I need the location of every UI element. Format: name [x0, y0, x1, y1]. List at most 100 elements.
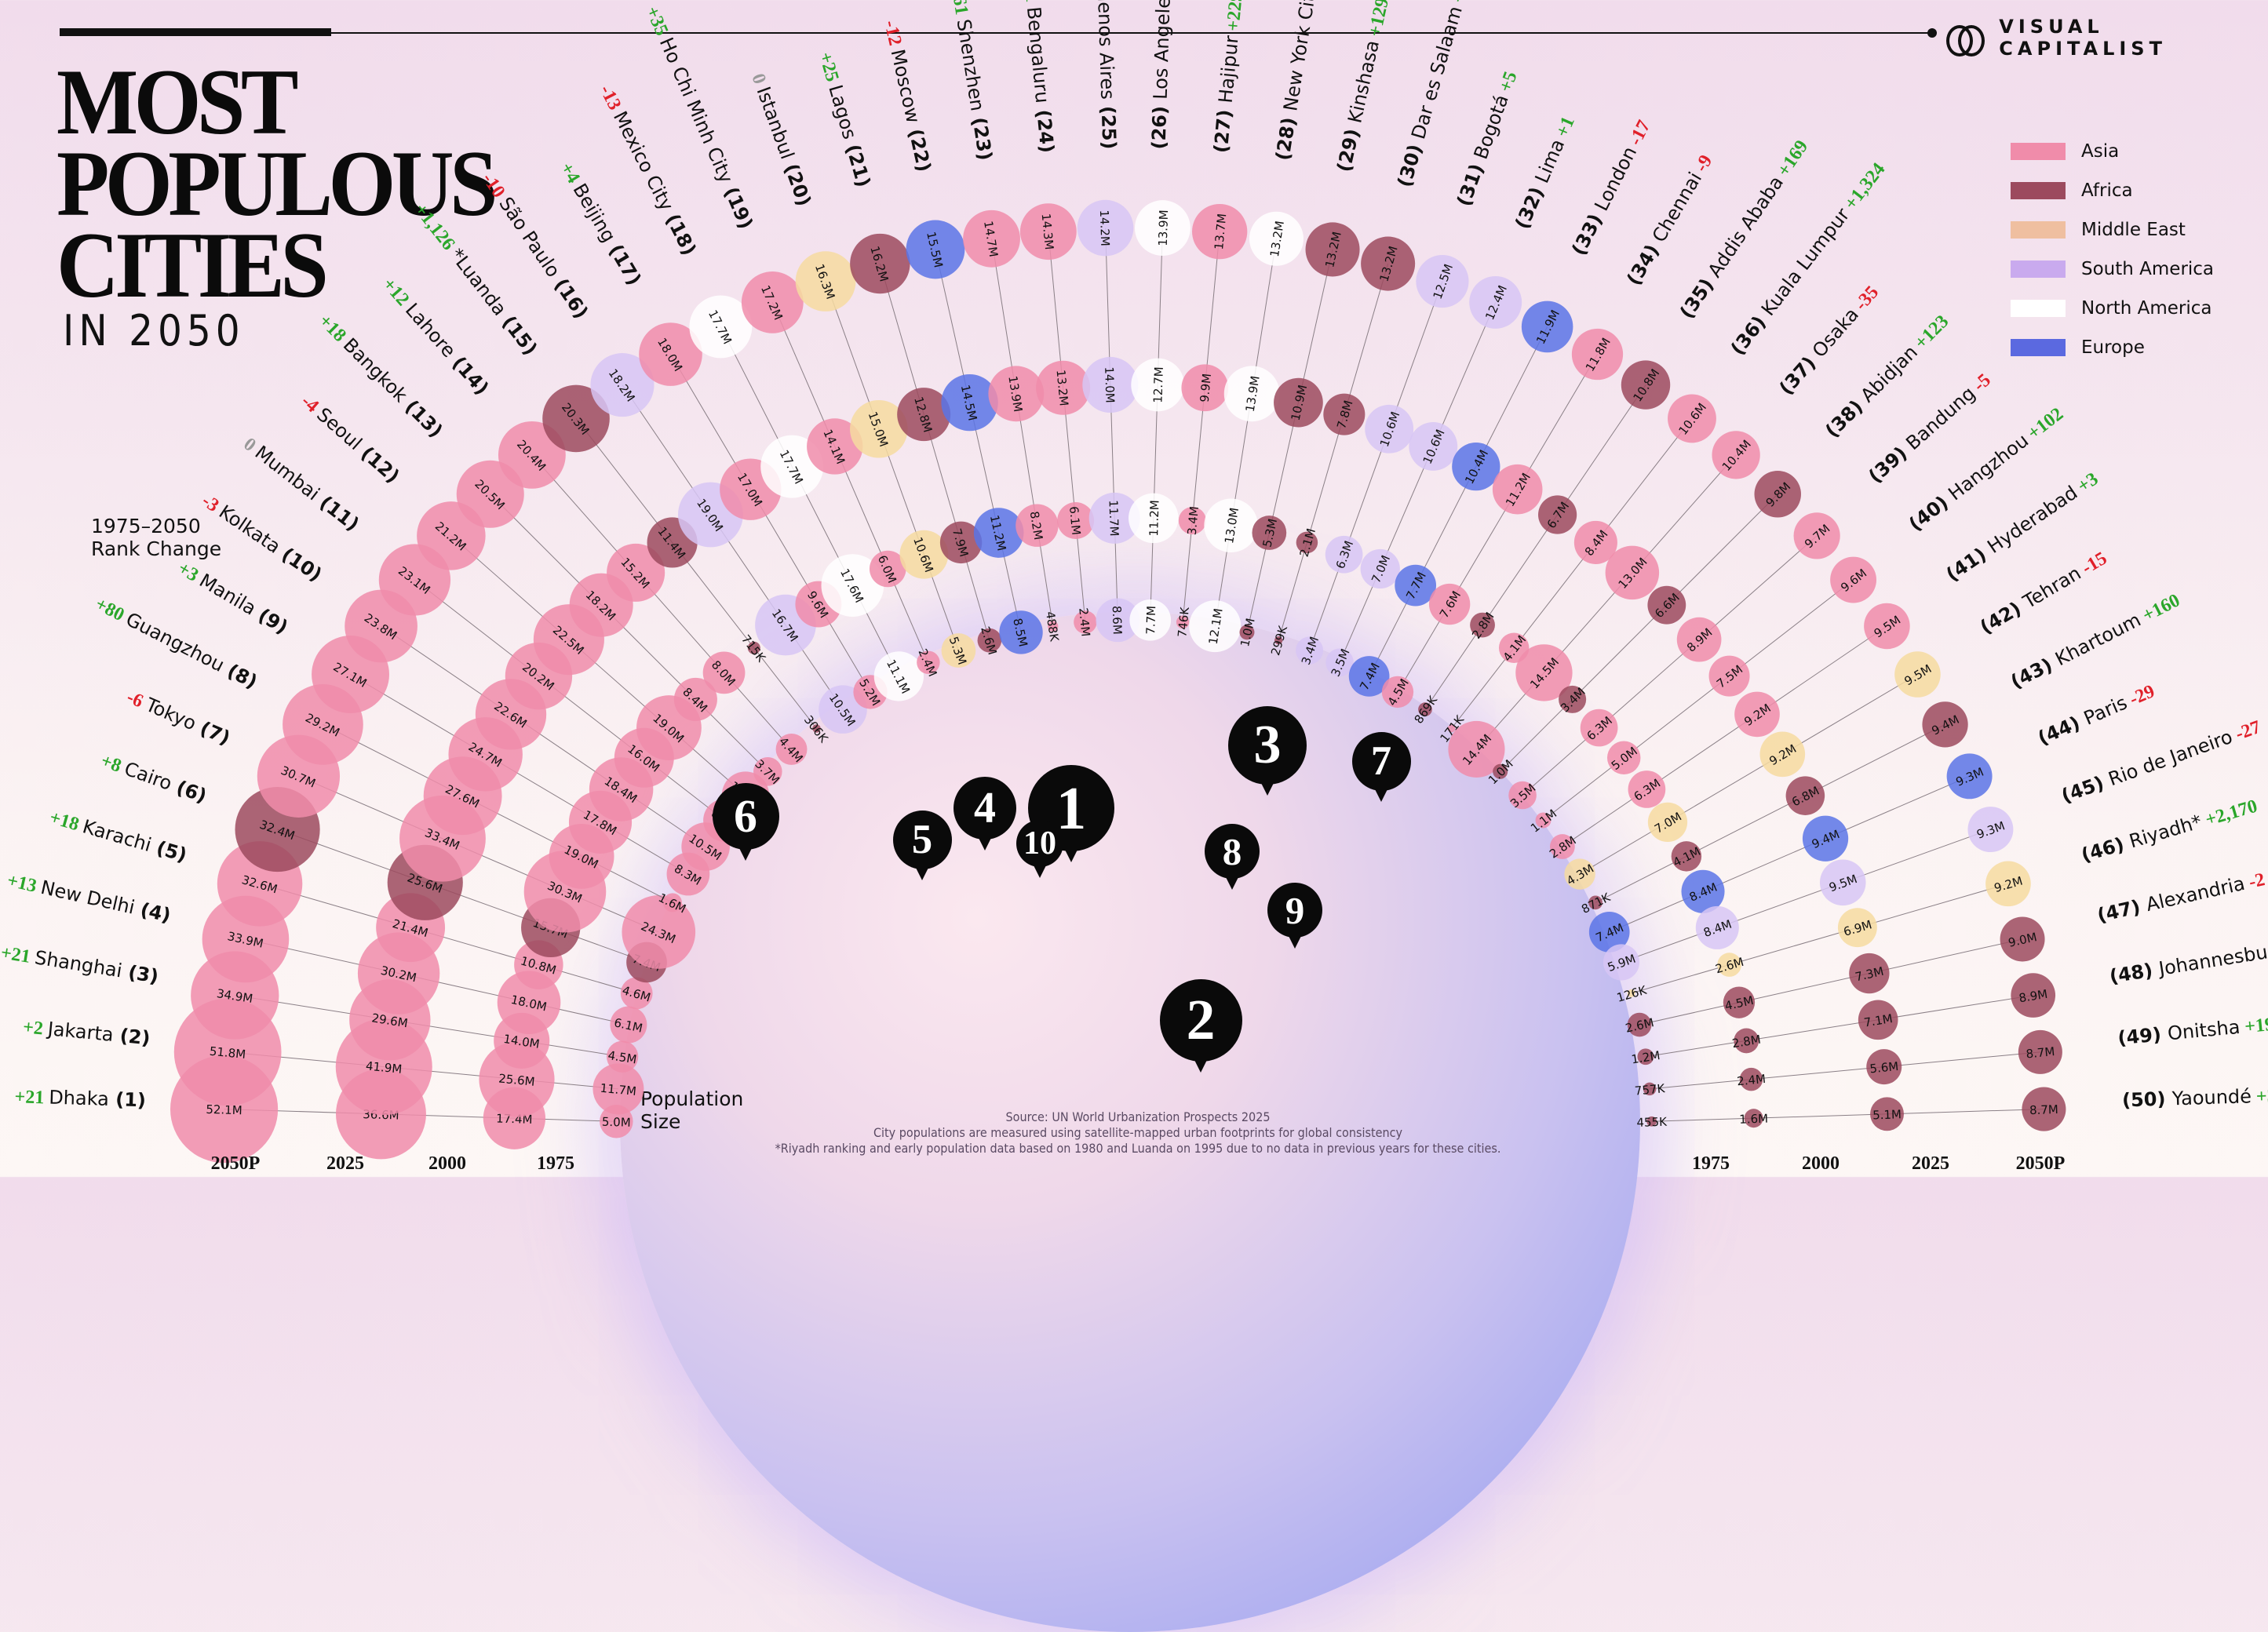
- population-bubble: [1571, 328, 1624, 381]
- population-bubble: [1131, 358, 1185, 412]
- rank-change: +1,126: [410, 200, 461, 258]
- population-bubble: [1323, 393, 1366, 435]
- city-label: -12 Moscow (22): [880, 18, 935, 173]
- population-bubble: [1325, 648, 1354, 677]
- population-bubble: [1418, 702, 1432, 716]
- city-label: (36) Kuala Lumpur +1,324: [1727, 158, 1890, 359]
- population-value: 14.0M: [1102, 366, 1117, 403]
- footnote: *Riyadh ranking and early population dat…: [775, 1141, 1501, 1156]
- rank-change: -2: [2242, 869, 2266, 894]
- population-bubble: [988, 366, 1045, 422]
- rank-badge: (44): [2035, 709, 2090, 749]
- legend-swatch: [2011, 300, 2066, 317]
- rank-badge: (17): [601, 235, 646, 289]
- legend-swatch: [2011, 182, 2066, 199]
- population-value: 1.2M: [1630, 1048, 1661, 1067]
- binoculars-logo-icon: [1946, 22, 1985, 56]
- city-name: New York City: [1279, 0, 1321, 113]
- population-bubble: [1734, 691, 1780, 738]
- city-label: (29) Kinshasa +129: [1333, 0, 1393, 174]
- population-bubble: [606, 1040, 639, 1073]
- city-row: 9.7M8.9M6.3M3.5M(39) Bandung -5: [1508, 370, 1995, 811]
- population-value: 25.6M: [498, 1072, 535, 1089]
- city-name: Bengaluru: [1023, 5, 1053, 104]
- population-bubble: [1559, 685, 1587, 713]
- methodology-note: City populations are measured using sate…: [873, 1125, 1403, 1140]
- rank-badge: (3): [120, 960, 160, 988]
- population-value: 2.4M: [1736, 1072, 1766, 1088]
- row-connector: [1579, 674, 1918, 875]
- city-name: Lima: [1531, 136, 1570, 186]
- header-rule-thick: [60, 28, 331, 36]
- population-bubble: [1361, 236, 1416, 291]
- population-bubble: [1837, 908, 1877, 948]
- population-bubble: [963, 209, 1020, 268]
- population-bubble: [1802, 815, 1849, 862]
- rank-badge: (4): [132, 897, 173, 927]
- population-bubble: [821, 554, 884, 617]
- rank-change: -12: [880, 19, 906, 53]
- city-name: Rio de Janeiro: [2106, 726, 2235, 790]
- row-connector: [1309, 281, 1443, 651]
- rank-badge: (48): [2108, 958, 2160, 988]
- population-bubble: [899, 530, 949, 579]
- row-connector: [1339, 302, 1497, 663]
- population-bubble: [1129, 599, 1172, 641]
- population-bubble: [850, 233, 910, 294]
- population-bubble: [607, 543, 665, 602]
- population-bubble: [610, 1006, 647, 1044]
- population-bubble: [1178, 506, 1206, 535]
- header-rule-dot: [1927, 28, 1937, 38]
- population-bubble: [1549, 834, 1575, 859]
- city-label: (34) Chennai -9: [1622, 151, 1716, 289]
- city-label: +2 Jakarta (2): [22, 1015, 151, 1049]
- population-bubble: [1077, 199, 1134, 257]
- city-label: (48) Johannesburg +88: [2108, 933, 2268, 988]
- rank-change: +2: [22, 1017, 49, 1040]
- city-name: Moscow: [887, 47, 924, 125]
- rank-badge: (10): [272, 540, 326, 586]
- row-connector: [1631, 883, 2009, 994]
- rank-badge: (49): [2117, 1023, 2168, 1050]
- city-name: Mumbai: [251, 442, 324, 505]
- legend-item-europe: Europe: [2011, 328, 2214, 367]
- rank-badge: (15): [494, 307, 541, 359]
- population-bubble: [2018, 1029, 2062, 1074]
- rank-change: +123: [1908, 311, 1953, 357]
- row-connector: [414, 579, 725, 821]
- population-value: 1.6M: [1739, 1112, 1768, 1127]
- population-bubble: [1628, 770, 1666, 808]
- city-row: 13.9M 12.7M 11.2M 7.7M (26) Los Angeles -13: [1129, 0, 1191, 641]
- row-connector: [825, 281, 959, 651]
- population-bubble: [1646, 1116, 1657, 1127]
- population-value: 9.9M: [1198, 373, 1214, 403]
- population-bubble: [1967, 807, 2014, 853]
- rank-badge: (19): [717, 177, 757, 232]
- rank-badge: (30): [1393, 136, 1428, 190]
- brand-name: VISUAL CAPITALIST: [1999, 16, 2167, 60]
- city-label: +361 Shenzhen (23): [946, 0, 997, 162]
- city-name: Guangzhou: [122, 608, 228, 676]
- rank-change: +13: [5, 870, 43, 898]
- population-value: 12.7M: [1150, 366, 1165, 403]
- city-name: Kuala Lumpur: [1757, 204, 1854, 320]
- city-name: Chennai: [1648, 169, 1706, 246]
- population-bubble: [1605, 545, 1660, 600]
- row-connector: [1476, 454, 1737, 750]
- city-name: New Delhi: [38, 876, 137, 919]
- city-label: +4 Beijing (17): [556, 158, 645, 290]
- rank-badge: (33): [1567, 205, 1610, 259]
- rank-badge: (32): [1511, 177, 1551, 232]
- population-value: 52.1M: [206, 1102, 242, 1117]
- rank-badge: (25): [1096, 99, 1120, 150]
- population-bubble: [1922, 701, 1968, 748]
- population-value: 11.2M: [1147, 500, 1161, 537]
- rank-badge: (22): [902, 120, 935, 173]
- rank-change: +129: [1364, 0, 1394, 43]
- population-value: 5.0M: [602, 1115, 631, 1130]
- population-bubble: [1447, 724, 1456, 733]
- rank-badge: (24): [1031, 102, 1058, 154]
- population-bubble: [1223, 366, 1280, 422]
- rank-change: +229: [1223, 0, 1247, 37]
